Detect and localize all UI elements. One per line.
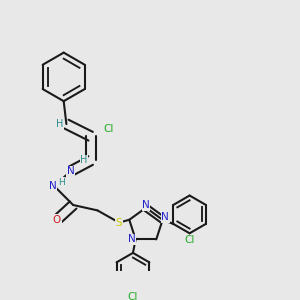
Text: Cl: Cl <box>184 235 195 245</box>
Text: H: H <box>80 155 88 166</box>
Text: O: O <box>53 215 61 225</box>
Text: H: H <box>58 178 64 187</box>
Text: N: N <box>142 200 150 210</box>
Text: N: N <box>161 212 169 222</box>
Text: S: S <box>116 218 122 227</box>
Text: N: N <box>128 234 136 244</box>
Text: Cl: Cl <box>128 292 138 300</box>
Text: N: N <box>67 166 74 176</box>
Text: N: N <box>49 181 57 191</box>
Text: Cl: Cl <box>103 124 113 134</box>
Text: H: H <box>56 119 63 129</box>
